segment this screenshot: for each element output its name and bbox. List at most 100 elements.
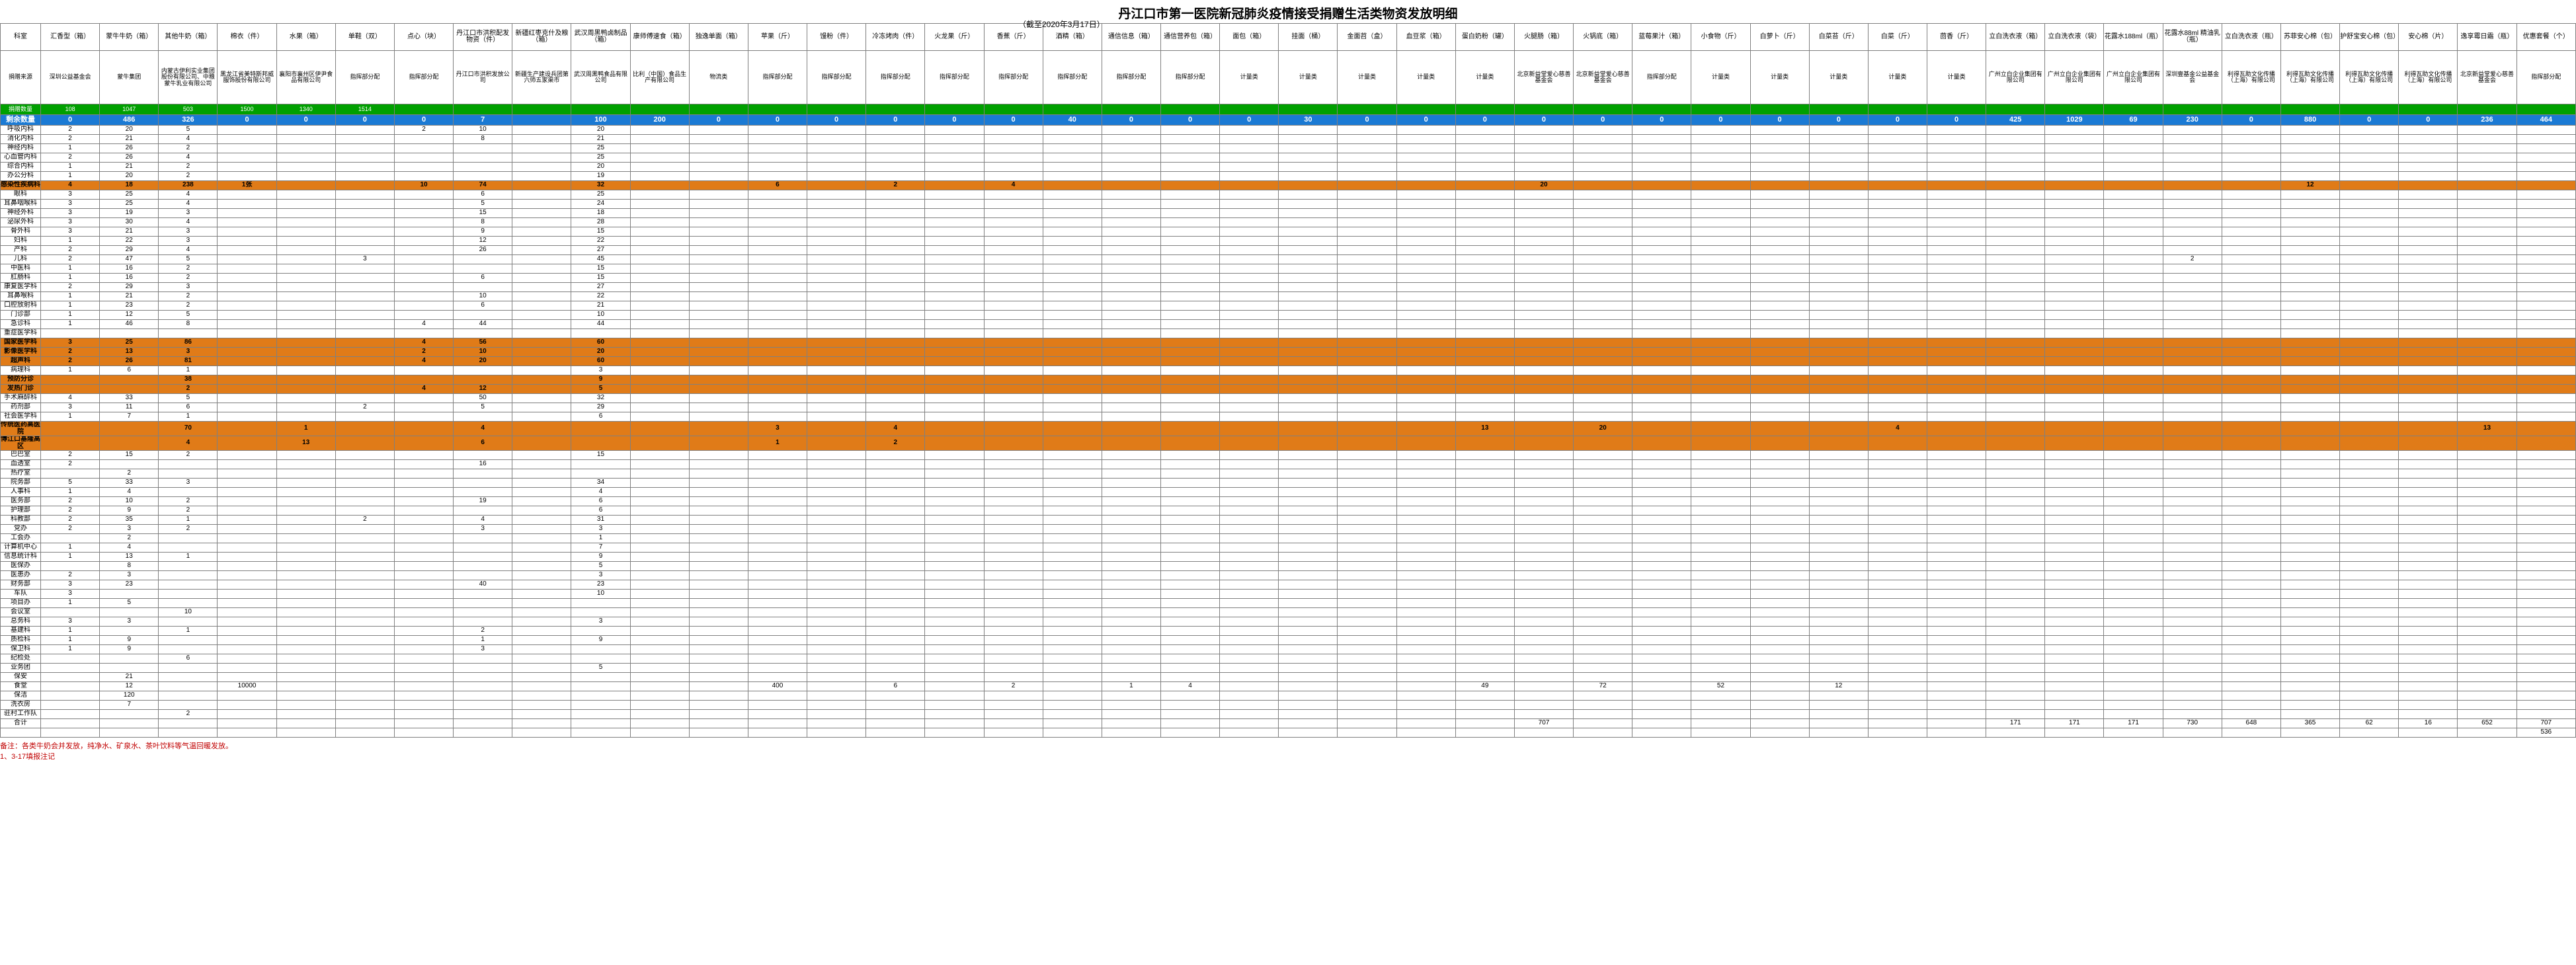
table-cell [924, 291, 985, 301]
table-cell [453, 469, 513, 479]
table-cell [276, 291, 336, 301]
table-cell [1867, 282, 1928, 292]
table-cell [1573, 450, 1633, 460]
table-cell [1337, 328, 1397, 338]
row-label: 急诊科 [0, 319, 41, 329]
table-cell [1986, 227, 2046, 237]
table-cell [2457, 450, 2517, 460]
table-cell [2162, 412, 2222, 422]
table-cell [629, 718, 690, 728]
table-cell [453, 718, 513, 728]
table-cell [629, 533, 690, 543]
table-cell [2103, 691, 2163, 701]
header-unit-cell: 小食物（斤） [1691, 23, 1751, 51]
table-cell [2339, 264, 2399, 274]
table-cell: 1 [40, 543, 101, 553]
table-cell [2162, 533, 2222, 543]
header-source-cell: 襄阳市襄州区伊尹食品有限公司 [276, 50, 336, 104]
table-cell [865, 143, 926, 153]
table-cell [1160, 663, 1221, 673]
table-cell [865, 543, 926, 553]
table-cell [217, 607, 277, 617]
table-row: 基建科 1 1 2 [0, 626, 2576, 636]
table-cell [2457, 635, 2517, 645]
table-cell: 23 [99, 301, 159, 311]
table-row: 超声科 2 26 81 4 20 60 [0, 356, 2576, 366]
table-cell [924, 450, 985, 460]
table-cell: 12 [99, 310, 159, 320]
row-label: 人事科 [0, 487, 41, 497]
table-cell [1455, 310, 1515, 320]
table-cell [1926, 393, 1987, 403]
table-cell [217, 589, 277, 599]
table-cell [629, 199, 690, 209]
table-cell [1808, 728, 1869, 738]
table-cell [1808, 617, 1869, 627]
table-cell [1750, 728, 1810, 738]
table-cell [983, 580, 1043, 590]
table-cell [2103, 626, 2163, 636]
table-cell [983, 366, 1043, 375]
table-cell [1750, 282, 1810, 292]
table-row: 保安 21 [0, 672, 2576, 682]
table-cell [1160, 319, 1221, 329]
table-cell [1042, 598, 1102, 608]
table-cell [1867, 654, 1928, 664]
table-cell [747, 598, 808, 608]
table-cell [2457, 570, 2517, 580]
table-cell [453, 487, 513, 497]
table-cell [1573, 301, 1633, 311]
table-cell [276, 635, 336, 645]
table-cell [2280, 700, 2341, 710]
table-cell [2457, 626, 2517, 636]
table-cell [2398, 691, 2458, 701]
table-cell [1396, 338, 1456, 348]
table-row: 重症医学科 [0, 328, 2576, 338]
table-cell [747, 635, 808, 645]
table-cell [1573, 264, 1633, 274]
table-cell [1101, 691, 1161, 701]
table-cell [2339, 366, 2399, 375]
table-cell [747, 217, 808, 227]
header-unit-cell: 火龙果（斤） [924, 23, 985, 51]
table-cell [2103, 728, 2163, 738]
table-cell [2339, 570, 2399, 580]
table-cell: 29 [99, 282, 159, 292]
table-cell [983, 654, 1043, 664]
row-label: 剩余数量 [0, 114, 41, 126]
table-cell [1219, 663, 1279, 673]
table-cell [1337, 663, 1397, 673]
row-label: 门诊部 [0, 310, 41, 320]
table-cell [807, 104, 867, 115]
table-cell [1867, 681, 1928, 691]
table-cell [2457, 412, 2517, 422]
table-cell [1691, 412, 1751, 422]
table-cell [807, 459, 867, 469]
table-cell [1926, 356, 1987, 366]
table-cell [1691, 580, 1751, 590]
table-cell [688, 291, 748, 301]
table-cell [1337, 384, 1397, 394]
table-cell [1573, 328, 1633, 338]
table-cell [1396, 264, 1456, 274]
table-cell [571, 691, 631, 701]
table-cell [2221, 635, 2281, 645]
table-cell [1632, 125, 1692, 135]
table-cell: 15 [453, 208, 513, 218]
table-cell: 9 [453, 227, 513, 237]
table-cell [1455, 227, 1515, 237]
table-cell [1219, 524, 1279, 534]
table-cell [1750, 412, 1810, 422]
table-cell [2044, 626, 2105, 636]
header-source-cell: 计量类 [1691, 50, 1751, 104]
table-cell [1101, 487, 1161, 497]
table-cell [1219, 282, 1279, 292]
table-cell [2339, 143, 2399, 153]
table-cell: 18 [99, 180, 159, 190]
table-cell: 20 [1513, 180, 1574, 190]
table-cell [1160, 273, 1221, 283]
table-cell [924, 663, 985, 673]
table-cell [1101, 436, 1161, 451]
table-cell [1101, 552, 1161, 562]
table-cell [1396, 347, 1456, 357]
